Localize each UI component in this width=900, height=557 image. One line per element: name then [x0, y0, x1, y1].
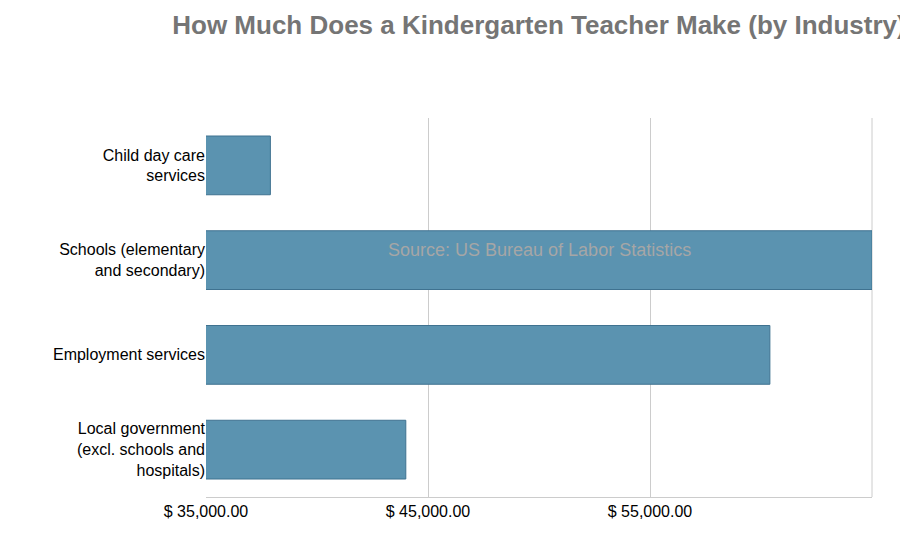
svg-text:$ 55,000.00: $ 55,000.00 [608, 503, 693, 520]
svg-text:Source: US Bureau of Labor Sta: Source: US Bureau of Labor Statistics [388, 240, 691, 260]
svg-text:Local government(excl. schools: Local government(excl. schools andhospit… [77, 420, 206, 479]
svg-text:Child day careservices: Child day careservices [103, 147, 205, 185]
svg-text:How Much Does a Kindergarten T: How Much Does a Kindergarten Teacher Mak… [172, 10, 900, 40]
svg-text:$ 35,000.00: $ 35,000.00 [164, 503, 249, 520]
svg-text:$ 45,000.00: $ 45,000.00 [386, 503, 471, 520]
svg-text:Schools (elementaryand seconda: Schools (elementaryand secondary) [59, 241, 205, 279]
svg-text:Employment services: Employment services [53, 346, 205, 363]
